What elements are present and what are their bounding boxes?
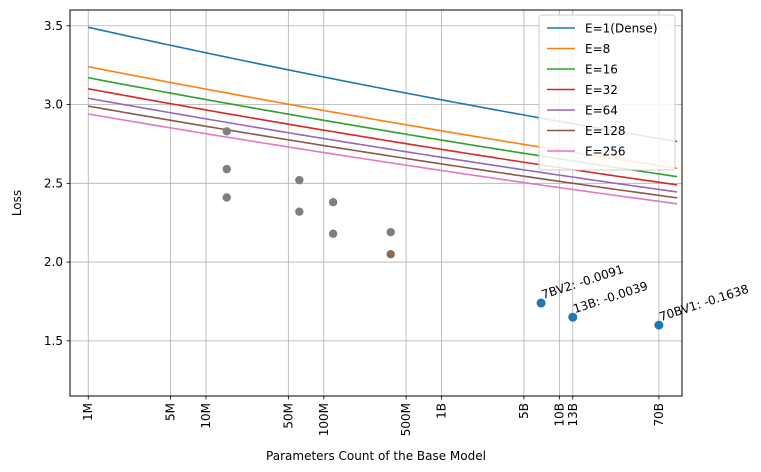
- scatter-point: [222, 193, 231, 202]
- legend-label: E=64: [585, 104, 618, 118]
- y-axis-ticks: 1.5 2.0 2.5 3.0 3.5: [44, 19, 70, 348]
- series-line: [88, 105, 678, 199]
- y-tick-label: 1.5: [44, 334, 63, 348]
- scatter-point: [295, 175, 304, 185]
- y-tick-label: 3.0: [44, 98, 63, 112]
- legend-label: E=16: [585, 63, 618, 77]
- legend: E=1(Dense) E=8 E=16 E=32 E=64 E=128 E=256: [538, 14, 676, 171]
- scatter-point: [386, 227, 395, 237]
- scatter-point: [295, 207, 304, 216]
- x-tick-label: 13B: [566, 403, 580, 427]
- plot-frame: [69, 9, 683, 397]
- highlight-point: [536, 298, 546, 308]
- x-axis-ticks: 1M 5M 10M 50M 100M 500M 1B 5B 10B 13B 70B: [81, 396, 666, 436]
- x-tick-label: 100M: [317, 403, 331, 436]
- scatter-point: [222, 127, 231, 136]
- y-tick-label: 2.0: [44, 255, 63, 269]
- x-tick-label: 1B: [435, 403, 449, 419]
- x-axis-label: Parameters Count of the Base Model: [266, 449, 486, 463]
- x-tick-label: 5M: [164, 403, 178, 421]
- series-line: [88, 113, 678, 205]
- y-tick-label: 2.5: [44, 176, 63, 190]
- legend-label: E=256: [585, 145, 626, 159]
- legend-label: E=128: [585, 124, 626, 138]
- series-line: [88, 97, 678, 193]
- x-tick-label: 10B: [552, 403, 566, 427]
- highlight-point: [568, 312, 578, 322]
- legend-label: E=1(Dense): [585, 22, 658, 36]
- y-tick-label: 3.5: [44, 19, 63, 33]
- x-tick-label: 10M: [199, 403, 213, 429]
- highlight-point: [654, 320, 664, 330]
- y-axis-label: Loss: [10, 190, 24, 216]
- x-tick-label: 70B: [652, 403, 666, 427]
- scatter-point: [328, 229, 338, 238]
- scatter-point: [386, 250, 395, 259]
- x-tick-label: 1M: [81, 403, 95, 421]
- scatter-point: [328, 198, 338, 207]
- x-tick-label: 5B: [517, 403, 531, 419]
- series-line: [88, 87, 678, 186]
- legend-label: E=8: [585, 42, 610, 56]
- x-tick-label: 500M: [399, 403, 413, 436]
- scatter-point: [222, 164, 231, 174]
- legend-label: E=32: [585, 83, 618, 97]
- x-tick-label: 50M: [281, 403, 295, 429]
- scatter-points: [222, 127, 395, 259]
